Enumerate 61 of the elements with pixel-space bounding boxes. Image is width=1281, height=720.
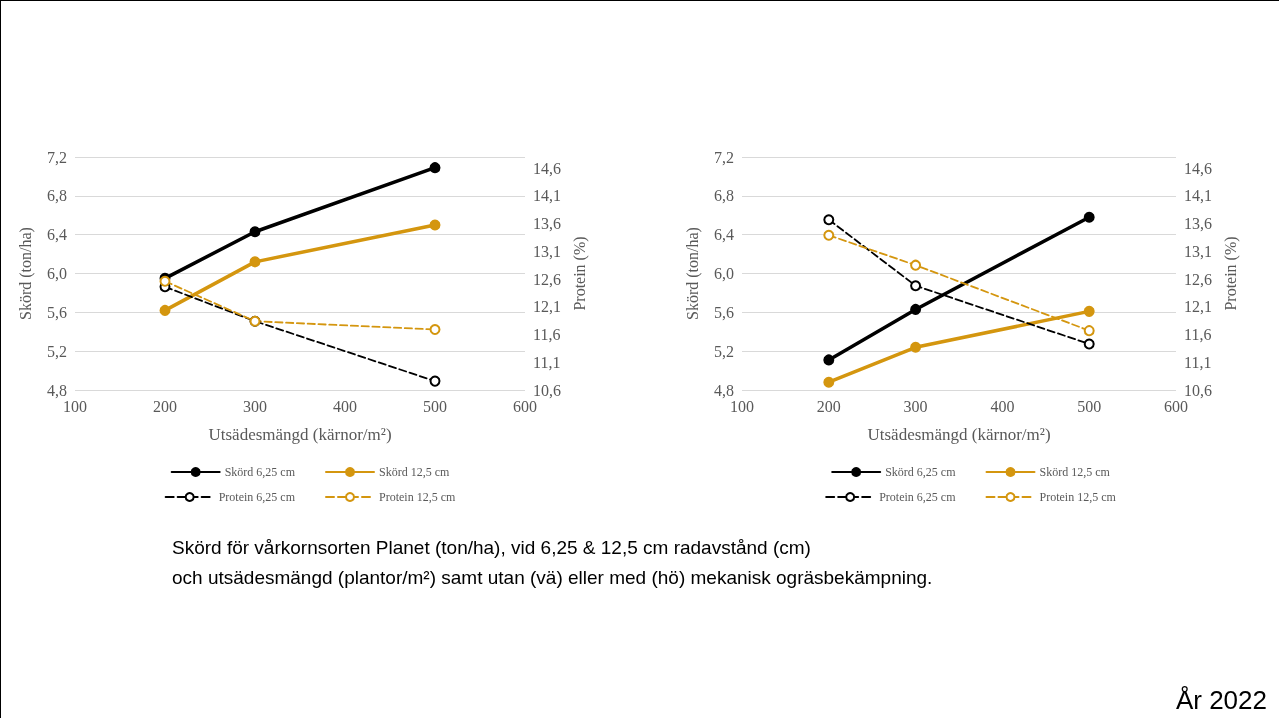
x-tick-label: 500 xyxy=(1077,397,1102,415)
x-axis-title: Utsädesmängd (kärnor/m²) xyxy=(208,425,392,444)
y2-tick-label: 12,6 xyxy=(533,270,561,288)
y2-tick-label: 12,1 xyxy=(533,298,561,316)
y-tick-label: 6,0 xyxy=(47,265,67,282)
x-tick-label: 400 xyxy=(990,397,1015,415)
y-tick-label: 6,4 xyxy=(714,226,734,244)
x-tick-label: 500 xyxy=(423,397,447,415)
y-tick-label: 6,8 xyxy=(47,187,67,205)
y2-tick-label: 11,1 xyxy=(1184,353,1212,371)
legend-label: Protein 12,5 cm xyxy=(1039,490,1117,504)
x-tick-label: 300 xyxy=(243,397,267,415)
y2-axis-title: Protein (%) xyxy=(1222,236,1241,311)
x-tick-label: 100 xyxy=(730,397,754,415)
y-tick-label: 4,8 xyxy=(714,381,734,399)
y-tick-label: 6,8 xyxy=(714,187,734,205)
y2-tick-label: 13,1 xyxy=(1184,242,1212,260)
y2-tick-label: 13,6 xyxy=(1184,215,1212,233)
legend-label: Skörd 6,25 cm xyxy=(224,465,296,479)
y-tick-label: 4,8 xyxy=(47,381,67,399)
y-tick-label: 5,2 xyxy=(714,342,734,360)
y-tick-label: 5,6 xyxy=(714,303,734,321)
y-tick-label: 6,0 xyxy=(714,265,734,282)
x-axis-title: Utsädesmängd (kärnor/m²) xyxy=(867,425,1051,444)
y2-tick-label: 11,6 xyxy=(533,326,561,344)
y2-tick-label: 14,1 xyxy=(533,187,561,205)
text: År 2022 xyxy=(1175,685,1267,716)
x-tick-label: 600 xyxy=(1164,397,1188,415)
y2-tick-label: 10,6 xyxy=(533,381,561,399)
y2-tick-label: 14,6 xyxy=(533,159,561,177)
y2-tick-label: 13,6 xyxy=(533,215,561,233)
y2-tick-label: 11,1 xyxy=(533,353,561,371)
y2-tick-label: 12,6 xyxy=(1184,270,1212,288)
x-tick-label: 300 xyxy=(903,397,928,415)
x-tick-label: 100 xyxy=(63,397,87,415)
y-tick-label: 7,2 xyxy=(714,148,734,166)
legend-label: Skörd 12,5 cm xyxy=(1039,465,1111,479)
text: Skörd för vårkornsorten Planet (ton/ha), vid 6,25 & 12,5 cm radavstånd (cm) xyxy=(172,537,811,559)
legend-label: Skörd 6,25 cm xyxy=(885,465,957,479)
y2-tick-label: 13,1 xyxy=(533,242,561,260)
y-tick-label: 5,6 xyxy=(47,303,67,321)
y2-tick-label: 14,1 xyxy=(1184,187,1212,205)
legend-label: Protein 6,25 cm xyxy=(879,490,957,504)
y2-tick-label: 11,6 xyxy=(1184,326,1212,344)
y2-tick-label: 10,6 xyxy=(1184,381,1212,399)
y-axis-title: Skörd (ton/ha) xyxy=(16,227,35,320)
legend-label: Protein 12,5 cm xyxy=(379,490,456,504)
y-tick-label: 5,2 xyxy=(47,342,67,360)
y2-axis-title: Protein (%) xyxy=(571,236,590,311)
x-tick-label: 400 xyxy=(333,397,357,415)
y2-tick-label: 14,6 xyxy=(1184,159,1212,177)
y2-tick-label: 12,1 xyxy=(1184,298,1212,316)
y-tick-label: 6,4 xyxy=(47,226,67,244)
y-axis-title: Skörd (ton/ha) xyxy=(683,227,702,320)
text: och utsädesmängd (plantor/m²) samt utan (vä) eller med (hö) mekanisk ogräsbekämpning. xyxy=(172,567,933,589)
legend-label: Protein 6,25 cm xyxy=(218,490,296,504)
legend-label: Skörd 12,5 cm xyxy=(379,465,450,479)
x-tick-label: 200 xyxy=(153,397,177,415)
x-tick-label: 200 xyxy=(816,397,841,415)
y-tick-label: 7,2 xyxy=(47,148,67,166)
x-tick-label: 600 xyxy=(513,397,537,415)
